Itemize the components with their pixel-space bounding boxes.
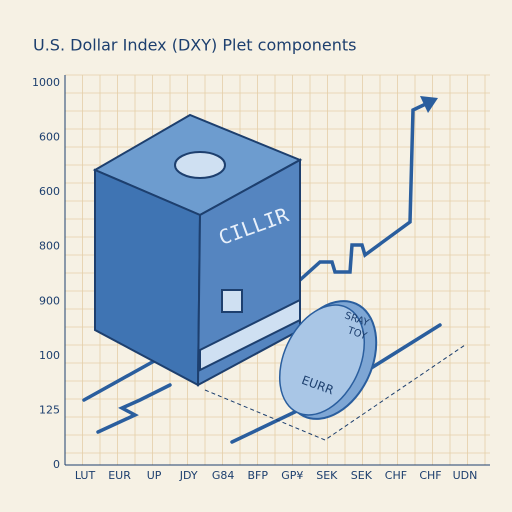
- y-tick-label: 600: [39, 131, 60, 144]
- x-tick-label: G84: [212, 469, 235, 482]
- coin: SRAY TOY EURR: [278, 300, 378, 420]
- y-tick-label: 100: [39, 349, 60, 362]
- trend-line-2: [96, 383, 172, 434]
- x-tick-label: CHF: [385, 469, 407, 482]
- labels: 1000 600 600 800 900 100 125 0 LUT EUR UP JDY G84 BFP…: [32, 76, 477, 482]
- y-tick-label: 0: [53, 458, 60, 471]
- cube-strip: [199, 298, 301, 372]
- x-tick-label: GP¥: [281, 469, 303, 482]
- dashed-line: [204, 344, 466, 441]
- x-tick-label: EUR: [108, 469, 131, 482]
- arrow-head: [420, 96, 438, 113]
- x-tick-label: UP: [147, 469, 162, 482]
- y-tick-label: 600: [39, 185, 60, 198]
- y-tick-label: 900: [39, 294, 60, 307]
- coin-face: [278, 304, 366, 416]
- x-tick-label: LUT: [75, 469, 96, 482]
- y-tick-label: 125: [39, 403, 60, 416]
- cube: [92, 113, 303, 387]
- x-tick-label: SEK: [351, 469, 373, 482]
- cube-panel: [221, 289, 243, 313]
- y-tick-label: 1000: [32, 76, 60, 89]
- x-tick-label: UDN: [453, 469, 478, 482]
- y-tick-label: 800: [39, 240, 60, 253]
- x-tick-label: CHF: [419, 469, 441, 482]
- chart-title: U.S. Dollar Index (DXY) Plet components: [33, 36, 357, 55]
- x-tick-label: BFP: [247, 469, 268, 482]
- cube-dial: [174, 151, 226, 179]
- x-tick-label: SEK: [316, 469, 338, 482]
- x-tick-label: JDY: [179, 469, 198, 482]
